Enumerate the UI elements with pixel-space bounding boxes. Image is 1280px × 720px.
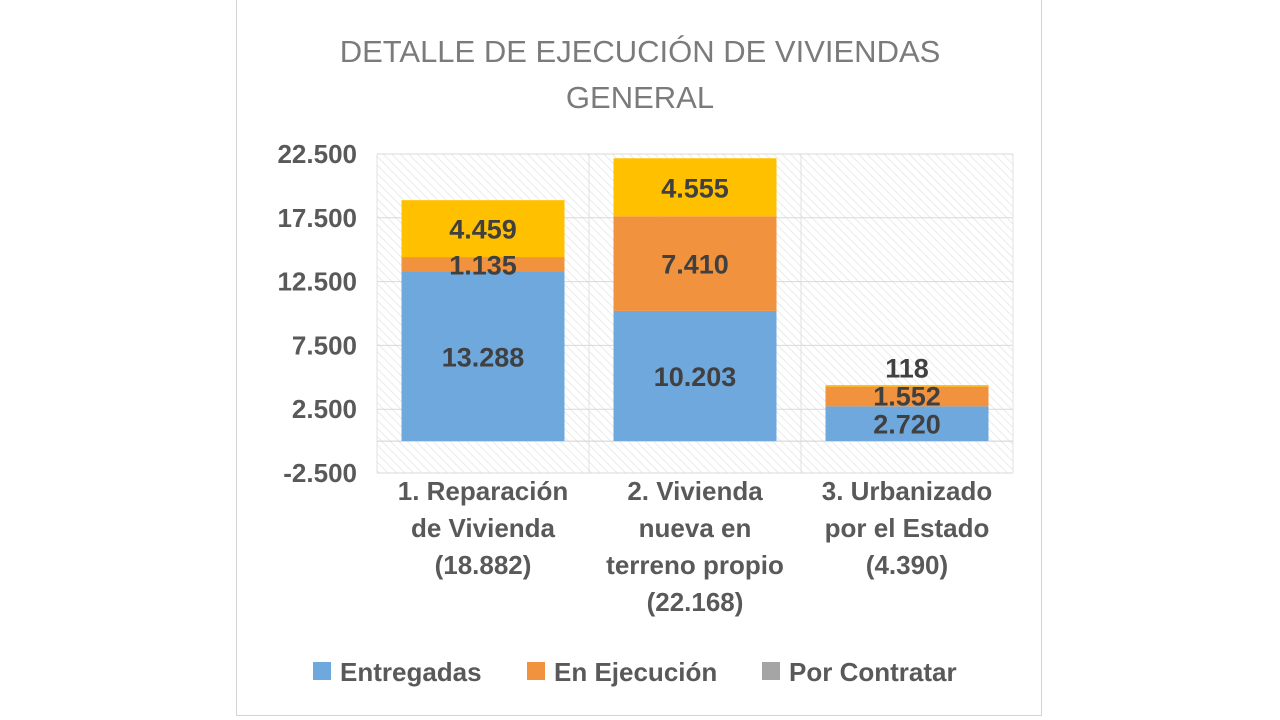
chart-title-line: DETALLE DE EJECUCIÓN DE VIVIENDAS <box>340 34 941 69</box>
legend-swatch <box>527 662 545 680</box>
legend-label: Entregadas <box>340 657 482 687</box>
bar-por-contratar-1 <box>401 200 565 258</box>
data-label: 13.288 <box>442 342 525 372</box>
legend: Entregadas En Ejecución Por Contratar <box>313 657 957 687</box>
chart-panel: DETALLE DE EJECUCIÓN DE VIVIENDAS GENERAL… <box>236 0 1042 716</box>
data-label: 2.720 <box>873 410 941 440</box>
y-tick-label: 7.500 <box>292 330 357 360</box>
legend-label: Por Contratar <box>789 657 957 687</box>
legend-swatch <box>762 662 780 680</box>
chart-title-line: GENERAL <box>566 80 714 115</box>
category-label: de Vivienda <box>411 513 556 543</box>
data-label: 7.410 <box>661 250 729 280</box>
bar-en-ejecuci-n-2 <box>613 216 777 311</box>
bar-por-contratar-2 <box>613 158 777 217</box>
category-label: 2. Vivienda <box>627 476 763 506</box>
data-label: 4.459 <box>449 215 517 245</box>
y-tick-label: 12.500 <box>277 267 357 297</box>
bar-en-ejecuci-n-3 <box>825 386 989 407</box>
bar-entregadas-2 <box>613 310 777 442</box>
category-label: nueva en <box>639 513 752 543</box>
chart-title: DETALLE DE EJECUCIÓN DE VIVIENDAS GENERAL <box>340 34 941 115</box>
y-tick-label: 2.500 <box>292 394 357 424</box>
category-label: (18.882) <box>435 550 532 580</box>
data-label: 118 <box>885 354 929 384</box>
bar-en-ejecuci-n-1 <box>401 257 565 272</box>
data-label: 4.555 <box>661 173 729 203</box>
bars <box>401 158 989 442</box>
y-tick-label: 22.500 <box>277 139 357 169</box>
category-label: (4.390) <box>866 550 948 580</box>
legend-swatch <box>313 662 331 680</box>
data-labels: 13.288 1.135 4.459 10.203 7.410 4.555 2.7201.5… <box>442 173 941 439</box>
data-label: 1.135 <box>449 250 517 280</box>
x-axis: 1. Reparación de Vivienda (18.882) 2. Vivie… <box>398 476 993 617</box>
y-tick-label: 17.500 <box>277 203 357 233</box>
category-label: terreno propio <box>606 550 784 580</box>
bar-por-contratar-3 <box>825 385 989 387</box>
legend-label: En Ejecución <box>554 657 717 687</box>
category-label: 3. Urbanizado <box>822 476 992 506</box>
category-label: (22.168) <box>647 587 744 617</box>
bar-entregadas-3 <box>825 406 989 442</box>
category-label: 1. Reparación <box>398 476 569 506</box>
stacked-bar-chart: DETALLE DE EJECUCIÓN DE VIVIENDAS GENERAL… <box>277 34 1014 687</box>
data-label: 10.203 <box>654 362 737 392</box>
y-tick-label: -2.500 <box>283 458 357 488</box>
category-label: por el Estado <box>825 513 990 543</box>
data-label: 1.552 <box>873 382 941 412</box>
y-axis: -2.500 2.500 7.500 12.500 17.500 22.500 <box>277 139 357 488</box>
bar-entregadas-1 <box>401 271 565 442</box>
